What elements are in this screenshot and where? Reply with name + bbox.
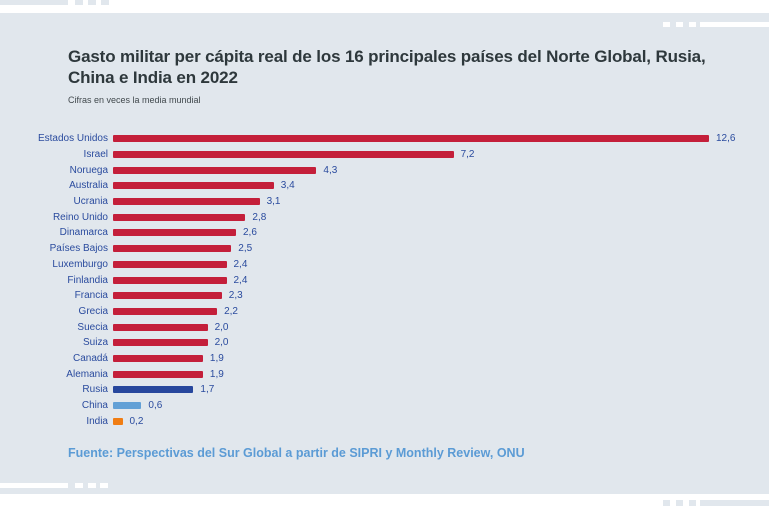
bar — [113, 370, 203, 378]
value-label: 2,3 — [228, 290, 243, 302]
bar — [113, 323, 208, 331]
value-label: 2,8 — [252, 211, 267, 223]
value-label: 1,7 — [200, 384, 215, 396]
category-label: Dinamarca — [59, 227, 108, 239]
chart-title: Gasto militar per cápita real de los 16 … — [68, 47, 706, 87]
deco-square — [101, 0, 109, 5]
chart-row: Estados Unidos 12,6 — [5, 131, 736, 147]
value-label: 2,5 — [238, 243, 253, 255]
category-label: Noruega — [69, 164, 108, 176]
chart-row: Israel 7,2 — [5, 147, 735, 163]
category-label: Reino Unido — [52, 211, 108, 223]
bar — [113, 386, 194, 394]
category-label: Israel — [83, 149, 108, 161]
category-label: Suiza — [82, 337, 108, 349]
deco-dash-bottom-right-bar — [700, 500, 769, 506]
infographic-card — [0, 13, 769, 494]
value-label: 3,4 — [280, 180, 295, 192]
chart-row: Reino Unido 2,8 — [5, 209, 735, 225]
deco-dash-top-right-bar — [700, 22, 769, 27]
value-label: 0,6 — [148, 400, 163, 412]
chart-row: Dinamarca 2,6 — [5, 225, 735, 241]
bar — [113, 417, 123, 425]
bar — [113, 276, 227, 284]
chart-row: China 0,6 — [5, 398, 735, 414]
bar — [113, 260, 227, 268]
category-label: Estados Unidos — [37, 133, 108, 145]
category-label: Rusia — [82, 384, 108, 396]
deco-square — [689, 22, 696, 27]
bar — [113, 166, 317, 174]
chart-row: Francia 2,3 — [5, 288, 735, 304]
category-label: China — [81, 400, 108, 412]
deco-square — [75, 0, 83, 5]
value-label: 4,3 — [323, 164, 338, 176]
category-label: Francia — [74, 290, 108, 302]
value-label: 2,4 — [233, 274, 248, 286]
source-note: Fuente: Perspectivas del Sur Global a pa… — [68, 446, 525, 460]
category-label: Finlandia — [67, 274, 108, 286]
chart-row: Países Bajos 2,5 — [5, 241, 735, 257]
category-label: Luxemburgo — [52, 258, 108, 270]
value-label: 1,9 — [209, 368, 224, 380]
chart-row: Suecia 2,0 — [5, 319, 735, 335]
category-label: Ucrania — [73, 196, 108, 208]
deco-square — [88, 0, 96, 5]
deco-square — [676, 500, 683, 506]
category-label: Suecia — [77, 321, 108, 333]
bar — [113, 198, 260, 206]
chart-row: Luxemburgo 2,4 — [5, 257, 735, 273]
chart-header: Gasto militar per cápita real de los 16 … — [68, 46, 730, 105]
value-label: 1,9 — [209, 352, 224, 364]
value-label: 2,6 — [243, 227, 257, 239]
chart-row: Australia 3,4 — [5, 178, 735, 194]
deco-dash-bottom-left-bar — [0, 483, 68, 488]
value-label: 12,6 — [716, 133, 736, 145]
value-label: 0,2 — [129, 415, 144, 427]
value-label: 2,0 — [214, 321, 229, 333]
chart-row: Noruega 4,3 — [5, 162, 735, 178]
chart-row: Finlandia 2,4 — [5, 272, 735, 288]
value-label: 7,2 — [460, 149, 475, 161]
bar — [113, 354, 203, 362]
value-label: 2,0 — [214, 337, 229, 349]
category-label: Alemania — [66, 368, 108, 380]
value-label: 3,1 — [266, 196, 281, 208]
deco-square — [689, 500, 696, 506]
chart-row: Suiza 2,0 — [5, 335, 735, 351]
bar — [113, 339, 208, 347]
bar — [113, 402, 142, 410]
deco-square — [75, 483, 83, 488]
category-label: India — [86, 415, 108, 427]
bar-chart: Estados Unidos 12,6 Israel 7,2 Noruega 4,3 Aus… — [5, 131, 736, 429]
chart-row: Grecia 2,2 — [5, 304, 735, 320]
bar — [113, 213, 246, 221]
category-label: Australia — [69, 180, 108, 192]
bar — [113, 292, 222, 300]
deco-square — [663, 500, 670, 506]
deco-square — [88, 483, 96, 488]
chart-subtitle: Cifras en veces la media mundial — [68, 95, 201, 105]
deco-square — [100, 483, 108, 488]
chart-row: Rusia 1,7 — [5, 382, 735, 398]
bar — [113, 151, 454, 159]
deco-dash-top-left-bar — [0, 0, 68, 5]
bar — [113, 229, 236, 237]
chart-row: India 0,2 — [5, 413, 735, 429]
chart-row: Alemania 1,9 — [5, 366, 735, 382]
bar — [113, 307, 218, 315]
category-label: Países Bajos — [49, 243, 108, 255]
deco-square — [676, 22, 683, 27]
bar — [113, 245, 232, 253]
category-label: Grecia — [78, 305, 108, 317]
value-label: 2,2 — [224, 305, 238, 317]
chart-row: Ucrania 3,1 — [5, 194, 735, 210]
category-label: Canadá — [72, 352, 108, 364]
value-label: 2,4 — [233, 258, 248, 270]
deco-square — [663, 22, 670, 27]
bar — [113, 182, 274, 190]
chart-row: Canadá 1,9 — [5, 351, 735, 367]
bar — [113, 135, 709, 143]
